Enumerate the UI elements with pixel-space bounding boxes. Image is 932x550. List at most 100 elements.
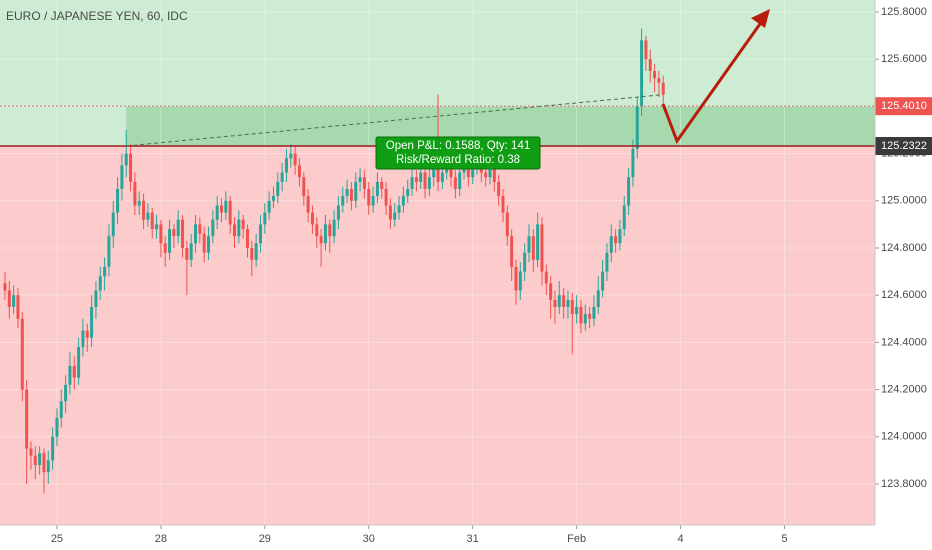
candle-body	[453, 177, 457, 189]
candle-body	[367, 189, 371, 206]
candle-body	[518, 271, 522, 291]
x-tick-label: 5	[781, 533, 787, 545]
candle-body	[349, 189, 353, 201]
candle-body	[614, 236, 618, 244]
candle-body	[55, 417, 59, 437]
candle-body	[579, 306, 583, 324]
candle-body	[258, 224, 262, 244]
candle-body	[497, 181, 501, 197]
candle-body	[570, 299, 574, 315]
candle-body	[401, 196, 405, 206]
candle-body	[276, 181, 280, 197]
candle-body	[181, 219, 185, 248]
candle-body	[237, 219, 241, 237]
candle-body	[341, 196, 345, 206]
x-tick-label: 31	[467, 533, 479, 545]
candle-body	[549, 283, 553, 300]
candle-body	[410, 177, 414, 189]
x-tick-label: 4	[677, 533, 683, 545]
price-tag	[875, 137, 932, 156]
candle-body	[544, 271, 548, 284]
candle-body	[328, 224, 332, 237]
y-tick-label: 125.0000	[881, 195, 927, 207]
candle-body	[81, 330, 85, 348]
candle-body	[627, 177, 631, 206]
candle-body	[648, 59, 652, 72]
candle-body	[297, 165, 301, 178]
candle-body	[514, 266, 518, 291]
x-tick-label: 29	[259, 533, 271, 545]
candle-body	[289, 153, 293, 159]
candle-body	[354, 181, 358, 201]
candle-body	[484, 172, 488, 178]
candle-body	[46, 460, 50, 473]
background-zones	[0, 0, 876, 526]
candle-body	[592, 306, 596, 319]
candle-body	[198, 224, 202, 234]
candle-body	[380, 181, 384, 189]
candle-body	[25, 389, 29, 449]
candle-body	[7, 290, 11, 307]
projection-arrow	[661, 13, 769, 145]
candle-body	[319, 236, 323, 244]
candle-body	[12, 295, 16, 307]
candle-body	[64, 384, 68, 402]
candle-body	[440, 172, 444, 182]
candle-body	[33, 455, 37, 466]
candle-body	[59, 401, 63, 418]
x-tick-label: Feb	[567, 533, 586, 545]
candle-body	[605, 252, 609, 272]
candle-body	[120, 165, 124, 189]
candle-body	[293, 153, 297, 166]
candle-body	[510, 236, 514, 267]
position-label-box	[375, 136, 541, 170]
candle-body	[566, 299, 570, 307]
candle-body	[94, 290, 98, 307]
position-label-text: Open P&L: 0.1588, Qty: 141	[386, 140, 531, 152]
x-tick-label: 25	[51, 533, 63, 545]
y-tick-label: 124.6000	[881, 289, 927, 301]
candle-body	[323, 224, 327, 244]
candle-body	[172, 229, 176, 237]
candle-body	[207, 236, 211, 253]
candle-body	[523, 252, 527, 272]
chart-title: EURO / JAPANESE YEN, 60, IDC	[6, 9, 188, 23]
candle-body	[267, 200, 271, 213]
overlays: Open P&L: 0.1588, Qty: 141 Risk/Reward Ra…	[0, 9, 932, 170]
candle-body	[406, 189, 410, 197]
x-tick-label: 28	[155, 533, 167, 545]
candle-body	[640, 40, 644, 107]
candle-body	[77, 347, 81, 378]
candle-body	[393, 212, 397, 220]
candle-body	[29, 448, 33, 456]
candle-body	[155, 224, 159, 230]
candle-body	[362, 177, 366, 189]
candle-body	[280, 172, 284, 182]
candle-body	[635, 106, 639, 149]
candle-body	[85, 330, 89, 338]
candle-body	[531, 236, 535, 260]
candle-body	[644, 40, 648, 60]
candle-body	[388, 205, 392, 220]
candle-body	[42, 453, 46, 473]
candle-body	[90, 306, 94, 338]
candle-body	[575, 306, 579, 315]
candle-body	[202, 233, 206, 253]
candle-body	[471, 167, 475, 178]
y-tick-label: 124.0000	[881, 431, 927, 443]
arrow-head	[751, 9, 770, 28]
candle-body	[233, 224, 237, 237]
candle-body	[211, 219, 215, 237]
candle-body	[3, 283, 7, 291]
candle-body	[16, 295, 20, 319]
candle-body	[133, 181, 137, 206]
candle-body	[618, 229, 622, 244]
candle-body	[185, 247, 189, 260]
y-tick-label: 125.6000	[881, 53, 927, 65]
candle-body	[220, 205, 224, 213]
candle-body	[505, 212, 509, 237]
candle-body	[302, 177, 306, 197]
candle-body	[51, 436, 55, 461]
